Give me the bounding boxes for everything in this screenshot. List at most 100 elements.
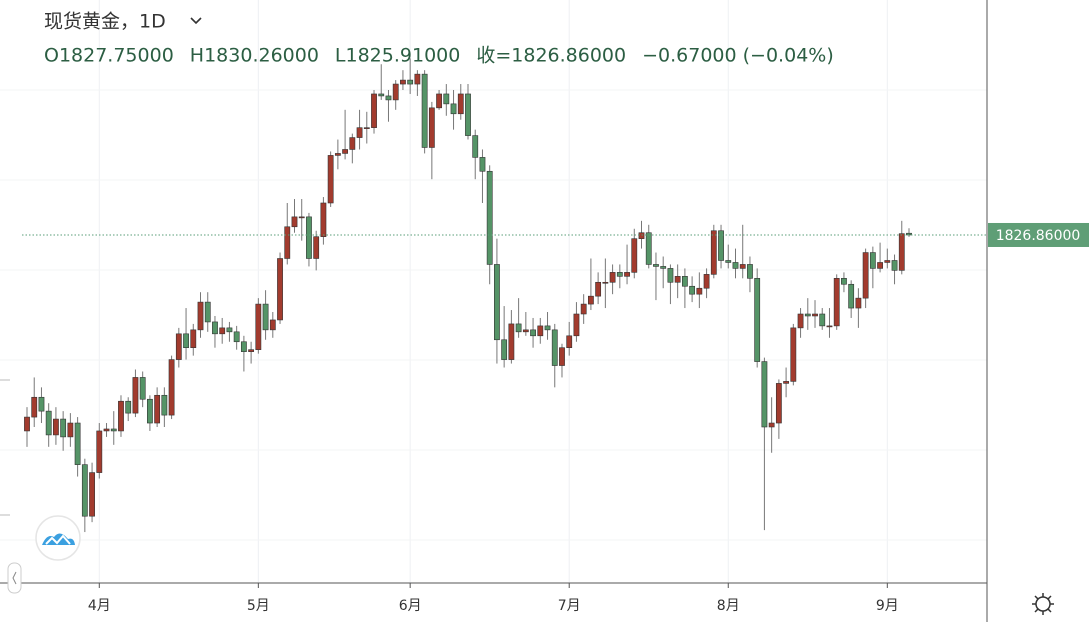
candle-body	[190, 329, 197, 348]
header-value: O1827.75000	[44, 45, 174, 67]
candle-body	[848, 283, 855, 309]
candle-body	[530, 329, 536, 337]
candle-body	[588, 295, 594, 305]
x-tick-label: 5月	[247, 598, 270, 614]
candle-body	[147, 398, 153, 424]
candle-body	[645, 232, 652, 265]
candle-body	[407, 79, 414, 85]
candle-body	[342, 149, 348, 154]
candle-body	[718, 230, 724, 261]
candle-body	[631, 238, 638, 273]
candle-body	[212, 321, 218, 335]
candle-body	[884, 260, 891, 263]
candle-body	[421, 73, 428, 148]
candle-body	[710, 230, 717, 275]
candle-body	[284, 226, 291, 259]
candle-body	[602, 281, 609, 284]
candle-body	[747, 264, 753, 279]
candle-body	[826, 325, 833, 328]
candle-body	[219, 327, 226, 335]
candle-body	[457, 93, 464, 115]
candle-body	[479, 157, 486, 172]
header-value: 收=1826.86000	[476, 45, 626, 67]
candle-body	[89, 472, 95, 517]
candle-body	[38, 396, 45, 412]
x-tick-label: 4月	[88, 598, 111, 614]
candle-body	[67, 422, 74, 438]
candle-body	[125, 400, 132, 414]
candle-body	[869, 252, 876, 269]
candle-body	[118, 400, 124, 432]
candle-body	[443, 93, 450, 105]
candle-body	[566, 335, 573, 348]
candle-body	[103, 428, 110, 432]
candle-body	[674, 276, 681, 283]
candle-body	[269, 319, 276, 331]
candle-body	[306, 216, 312, 259]
candle-body	[783, 381, 789, 384]
candle-body	[812, 313, 818, 317]
candle-body	[833, 278, 840, 327]
candle-body	[580, 303, 587, 315]
candle-body	[739, 264, 746, 269]
candle-body	[465, 93, 471, 136]
candle-body	[689, 285, 696, 295]
collapse-handle[interactable]	[7, 562, 22, 594]
candle-body	[486, 170, 493, 265]
last-price-label: 1826.86000	[996, 228, 1081, 244]
candle-body	[139, 377, 146, 400]
candle-body	[349, 137, 356, 150]
candle-body	[638, 232, 645, 239]
header-value: H1830.26000	[190, 45, 319, 67]
settings-icon[interactable]	[1032, 593, 1054, 615]
candle-body	[161, 394, 168, 416]
candle-body	[414, 73, 421, 85]
candle-body	[45, 410, 52, 436]
candle-body	[356, 127, 363, 138]
candle-body	[277, 258, 283, 321]
x-tick-label: 8月	[717, 598, 740, 614]
candle-body	[262, 303, 269, 331]
candle-body	[775, 383, 782, 424]
candle-body	[898, 233, 905, 271]
candle-body	[385, 95, 392, 101]
candle-body	[74, 422, 81, 465]
header-values: O1827.75000 H1830.26000 L1825.91000 收=1826.…	[44, 45, 834, 67]
candle-body	[378, 93, 385, 97]
candle-body	[624, 272, 630, 277]
candle-body	[609, 272, 616, 283]
candle-body	[841, 278, 847, 285]
header-value: −0.67000 (−0.04%)	[642, 45, 834, 67]
candle-body	[392, 83, 399, 101]
candle-body	[371, 93, 377, 128]
candle-body	[732, 262, 739, 269]
candle-body	[551, 329, 558, 366]
interval-dropdown[interactable]	[190, 17, 202, 25]
candle-body	[240, 341, 247, 352]
candle-body	[334, 153, 341, 156]
candle-body	[508, 323, 515, 360]
x-tick-label: 7月	[558, 598, 581, 614]
candle-body	[110, 428, 117, 432]
candle-body	[559, 347, 565, 366]
candle-body	[681, 276, 688, 287]
candle-body	[595, 281, 602, 297]
logo[interactable]	[35, 515, 81, 561]
candle-body	[183, 333, 189, 348]
candles	[24, 58, 912, 533]
candle-body	[703, 274, 710, 289]
candle-body	[761, 361, 768, 428]
candle-body	[522, 329, 529, 333]
candle-body	[400, 79, 406, 85]
candle-body	[537, 325, 544, 337]
candle-body	[804, 313, 811, 317]
candle-body	[653, 264, 659, 267]
candle-body	[573, 313, 580, 337]
last-price-box	[988, 222, 1089, 247]
candle-body	[797, 313, 804, 329]
candle-body	[616, 272, 623, 277]
candle-body	[544, 325, 551, 331]
candle-body	[436, 93, 442, 109]
